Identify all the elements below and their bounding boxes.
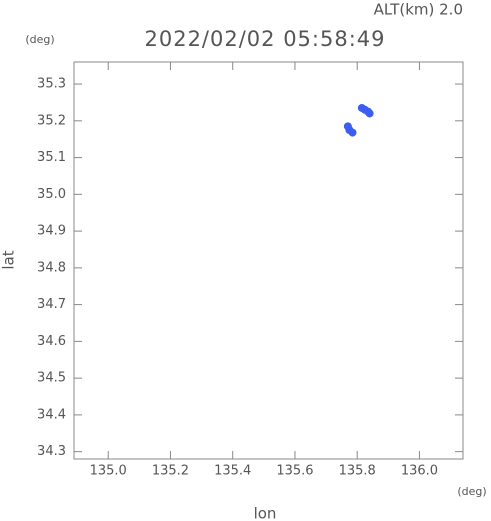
y-tick-label: 35.3 (37, 77, 66, 92)
y-axis-label: lat (0, 250, 18, 269)
y-unit: (deg) (25, 33, 54, 46)
y-tick-label: 34.9 (37, 224, 66, 239)
y-tick-label: 34.8 (37, 260, 66, 275)
y-tick-label: 35.2 (37, 113, 66, 128)
x-tick-label: 135.0 (90, 464, 127, 479)
y-tick-label: 34.4 (37, 407, 66, 422)
chart-title: 2022/02/02 05:58:49 (144, 27, 385, 51)
x-tick-label: 135.8 (339, 464, 376, 479)
x-tick-label: 136.0 (401, 464, 438, 479)
point (348, 128, 357, 137)
x-tick-label: 135.4 (214, 464, 251, 479)
y-tick-label: 34.7 (37, 297, 66, 312)
x-tick-label: 135.6 (276, 464, 313, 479)
y-tick-label: 35.0 (37, 187, 66, 202)
y-tick-label: 34.5 (37, 371, 66, 386)
x-tick-label: 135.2 (152, 464, 189, 479)
x-axis-label: lon (254, 505, 277, 521)
y-tick-label: 34.6 (37, 334, 66, 349)
plot-frame (73, 61, 464, 460)
x-unit: (deg) (457, 485, 486, 498)
y-tick-label: 34.3 (37, 444, 66, 459)
altitude-label: ALT(km) 2.0 (374, 1, 463, 19)
point (365, 109, 374, 118)
y-tick-label: 35.1 (37, 150, 66, 165)
